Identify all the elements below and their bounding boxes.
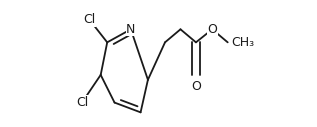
Text: O: O	[191, 80, 201, 93]
Text: CH₃: CH₃	[231, 36, 254, 49]
Text: N: N	[126, 23, 135, 36]
Text: Cl: Cl	[83, 13, 95, 26]
Text: Cl: Cl	[76, 96, 88, 109]
Text: O: O	[207, 23, 217, 36]
